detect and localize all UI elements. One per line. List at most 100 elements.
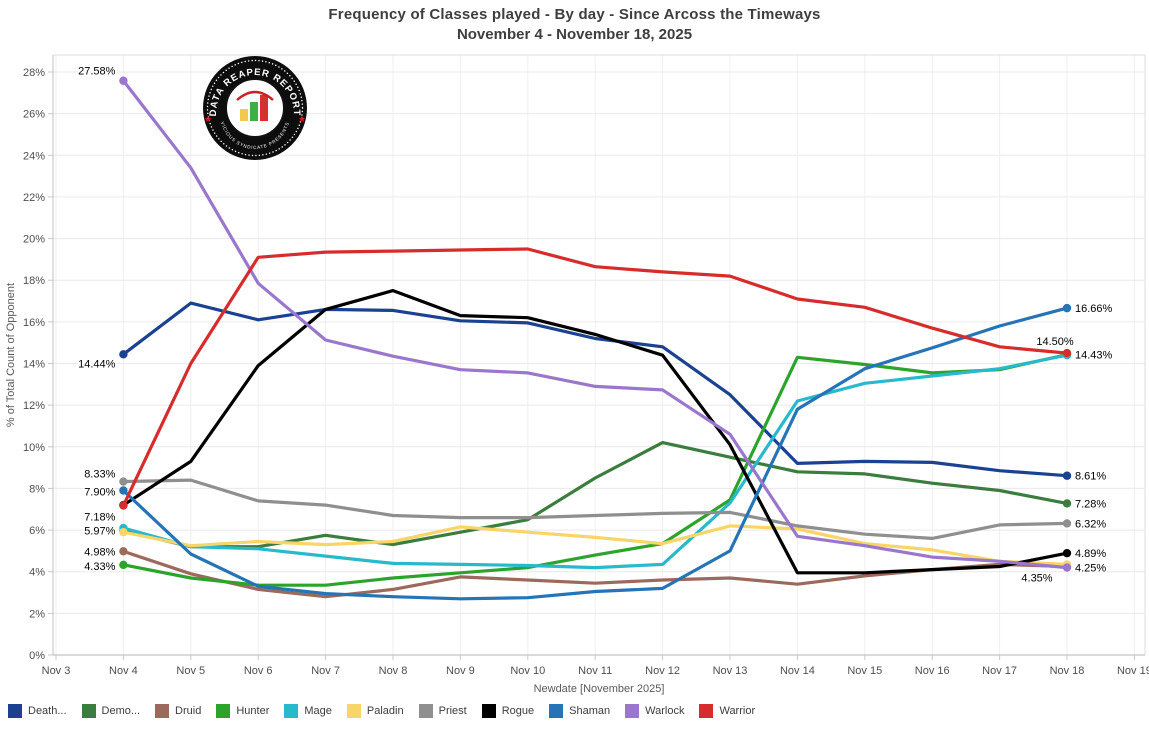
page-title: Frequency of Classes played - By day - S…: [328, 6, 821, 23]
line-chart: 0% 2% 4% 6% 8% 10% 12% 14% 16% 18% 20% 22% 24% 26% 28%…: [5, 54, 1149, 695]
data-label: 8.61%: [1075, 471, 1106, 483]
line-shaman[interactable]: [121, 306, 1069, 601]
legend-item-rogue[interactable]: Rogue: [481, 704, 535, 718]
legend-swatch: [481, 704, 496, 718]
y-tick-label: 16%: [23, 317, 45, 329]
data-label: 4.33%: [84, 561, 115, 573]
legend-swatch: [8, 704, 22, 718]
legend-item-warlock[interactable]: Warlock: [625, 704, 684, 718]
endpoint-dot-death-knight: [1062, 471, 1072, 480]
legend-item-shaman[interactable]: Shaman: [549, 704, 610, 718]
x-tick-label: Nov 9: [446, 665, 475, 677]
data-label: 7.90%: [84, 487, 115, 499]
legend-item-hunter[interactable]: Hunter: [216, 704, 269, 718]
legend-swatch: [549, 704, 564, 718]
legend-label: Druid: [175, 705, 202, 717]
legend-label: Mage: [304, 705, 332, 717]
data-label: 4.98%: [84, 546, 115, 558]
endpoint-dot-warlock: [119, 76, 128, 85]
y-tick-label: 28%: [23, 67, 45, 79]
data-labels: 27.58% 14.44% 8.33% 7.90% 7.18% 5.97% 4.98% 4.3…: [77, 64, 1114, 586]
y-tick-label: 26%: [23, 109, 45, 121]
page-subtitle: November 4 - November 18, 2025: [456, 26, 693, 43]
legend-label: Priest: [438, 705, 467, 717]
data-label: 7.18%: [84, 512, 115, 524]
y-tick-label: 6%: [29, 525, 45, 537]
endpoint-dot-hunter: [119, 560, 128, 570]
data-label: 4.25%: [1075, 563, 1106, 575]
y-tick-label: 22%: [23, 192, 45, 204]
line-rogue[interactable]: [121, 289, 1069, 575]
line-priest[interactable]: [121, 478, 1069, 540]
y-tick-label: 18%: [23, 275, 45, 287]
legend-label: Shaman: [569, 705, 611, 717]
x-tick-label: Nov 6: [244, 665, 273, 677]
x-tick-label: Nov 4: [109, 665, 138, 677]
legend-item-priest[interactable]: Priest: [418, 704, 467, 718]
line-warrior[interactable]: [121, 247, 1069, 508]
x-tick-label: Nov 3: [42, 665, 71, 677]
y-tick-label: 20%: [23, 234, 45, 246]
axes: 0% 2% 4% 6% 8% 10% 12% 14% 16% 18% 20% 22% 24% 26% 28%…: [5, 54, 1149, 695]
line-mage[interactable]: [121, 353, 1069, 570]
legend-label: Rogue: [501, 705, 535, 717]
x-tick-label: Nov 8: [379, 665, 408, 677]
legend-label: Warrior: [719, 705, 756, 717]
y-axis-title: % of Total Count of Opponent: [5, 283, 17, 427]
endpoint-dot-death-knight: [119, 350, 128, 359]
y-tick-label: 14%: [23, 359, 45, 371]
legend-label: Demo...: [101, 705, 141, 717]
line-paladin[interactable]: [121, 524, 1069, 566]
endpoint-dot-shaman: [1062, 303, 1072, 313]
endpoint-dot-priest: [119, 477, 128, 486]
y-tick-label: 4%: [29, 567, 45, 579]
data-label: 4.89%: [1075, 548, 1106, 560]
legend-swatch: [216, 704, 231, 718]
data-label: 14.50%: [1036, 336, 1074, 348]
x-tick-label: Nov 10: [510, 665, 545, 677]
legend-swatch: [625, 704, 640, 718]
legend-label: Warlock: [645, 705, 685, 717]
y-tick-label: 0%: [29, 650, 45, 662]
logo-star-right-icon: ★: [298, 114, 306, 124]
data-label: 5.97%: [84, 526, 115, 538]
y-tick-label: 2%: [29, 608, 45, 620]
endpoint-dot-rogue: [1062, 548, 1072, 558]
endpoint-dot-demon-hunter: [1062, 499, 1072, 508]
y-tick-label: 24%: [23, 150, 45, 162]
legend-item-mage[interactable]: Mage: [284, 704, 332, 718]
y-tick-label: 8%: [29, 483, 45, 495]
endpoint-dot-paladin: [119, 527, 128, 537]
data-label: 4.35%: [1021, 572, 1052, 584]
y-tick-label: 12%: [23, 400, 45, 412]
legend-swatch: [155, 704, 170, 718]
x-tick-label: Nov 11: [578, 665, 612, 677]
legend-item-demon-hunter[interactable]: Demo...: [81, 704, 141, 718]
series-lines: [119, 76, 1072, 601]
data-label: 14.43%: [1075, 350, 1113, 362]
data-reaper-logo: DATA REAPER REPORT VICIOUS SYNDICATE PRE…: [203, 56, 307, 160]
endpoint-dot-warrior: [1062, 348, 1072, 358]
data-label: 27.58%: [78, 66, 116, 78]
logo-star-left-icon: ★: [204, 114, 212, 124]
gridlines: [53, 55, 1145, 655]
legend-label: Paladin: [366, 705, 404, 717]
legend-item-paladin[interactable]: Paladin: [346, 704, 404, 718]
endpoint-dot-druid: [119, 547, 128, 556]
data-label: 16.66%: [1075, 303, 1113, 315]
legend-item-death-knight[interactable]: Death...: [8, 704, 67, 718]
legend-item-druid[interactable]: Druid: [155, 704, 201, 718]
line-warlock[interactable]: [121, 79, 1069, 570]
x-axis-title: Newdate [November 2025]: [534, 683, 665, 695]
data-label: 7.28%: [1075, 498, 1106, 510]
legend-label: Hunter: [236, 705, 270, 717]
legend-item-warrior[interactable]: Warrior: [699, 704, 755, 718]
data-label: 6.32%: [1075, 518, 1106, 530]
legend-label: Death...: [28, 705, 67, 717]
line-death-knight[interactable]: [121, 301, 1069, 478]
x-tick-label: Nov 5: [176, 665, 205, 677]
endpoint-dot-warrior: [119, 501, 128, 510]
x-tick-label: Nov 13: [713, 665, 748, 677]
x-tick-label: Nov 7: [311, 665, 340, 677]
line-hunter[interactable]: [121, 352, 1069, 587]
